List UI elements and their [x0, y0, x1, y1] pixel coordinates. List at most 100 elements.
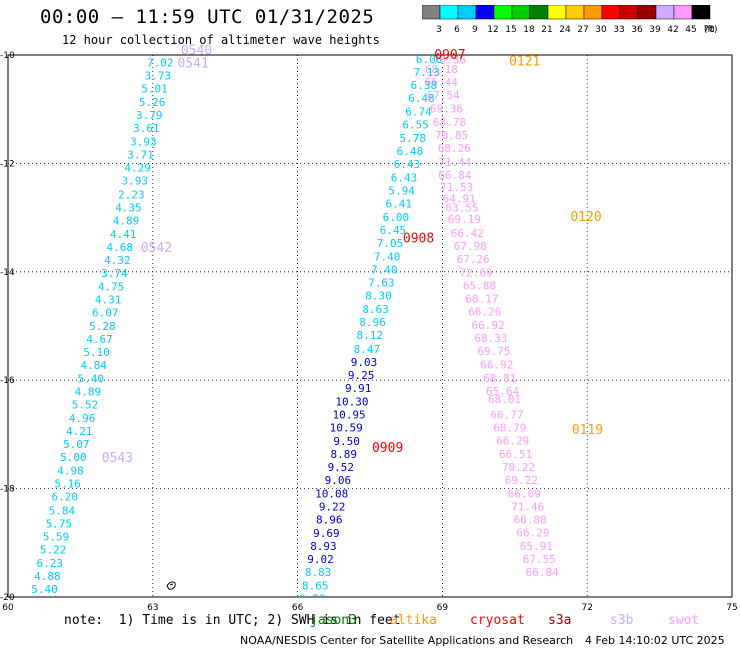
wave-height-value: 5.26 [139, 96, 166, 109]
wave-height-value: 5.84 [49, 504, 76, 517]
colorbar-tick-label: 15 [505, 25, 516, 35]
wave-height-value: 3.95 [151, 44, 178, 57]
wave-height-value: 66.26 [468, 305, 501, 318]
wave-height-value: 6.48 [397, 145, 424, 158]
wave-height-value: 6.23 [37, 557, 64, 570]
wave-height-value: 3.93 [130, 136, 157, 149]
mission-legend-s3b: s3b [610, 613, 634, 628]
x-tick-label: 69 [437, 603, 449, 612]
colorbar-tick-label: 45 [685, 25, 696, 35]
colorbar-unit: (ft) [704, 25, 718, 35]
mission-legend-s3a: s3a [548, 613, 572, 628]
wave-height-value: 5.28 [89, 320, 116, 333]
pass-time-label: 0907 [434, 48, 465, 63]
pass-time-label: 0540 [181, 44, 212, 59]
wave-height-value: 6.38 [411, 79, 438, 92]
wave-height-value: 9.91 [345, 382, 372, 395]
wave-height-value: 8.63 [362, 303, 389, 316]
chart-subtitle: 12 hour collection of altimeter wave hei… [62, 33, 380, 47]
wave-height-value: 70.36 [433, 53, 466, 66]
wave-height-value: 3.71 [127, 149, 154, 162]
pass-time-label: 0121 [509, 54, 540, 69]
wave-height-value: 66.42 [451, 227, 484, 240]
wave-height-value: 7.05 [377, 237, 404, 250]
wave-height-value: 9.69 [313, 527, 340, 540]
colorbar-tick-label: 6 [454, 25, 460, 35]
x-tick-label: 60 [2, 603, 14, 612]
wave-height-value: 66.29 [496, 434, 529, 447]
wave-height-value: 67.54 [427, 89, 460, 102]
wave-height-value: 5.33 [28, 596, 55, 609]
wave-height-value: 65.91 [520, 540, 553, 553]
wave-height-value: 5.94 [388, 185, 415, 198]
wave-height-value: 10.95 [333, 408, 366, 421]
wave-height-value: 5.78 [399, 132, 426, 145]
colorbar-tick-label: 24 [559, 25, 571, 35]
wave-height-value: 3.79 [136, 109, 163, 122]
wave-height-value: 4.21 [66, 425, 93, 438]
wave-height-value: 6.20 [51, 491, 78, 504]
colorbar-swatch [691, 5, 711, 20]
wave-height-value: 68.33 [474, 332, 507, 345]
wave-height-value: 67.55 [523, 553, 556, 566]
wave-height-value: 68.78 [433, 116, 466, 129]
y-tick-label: -20 [0, 593, 15, 603]
wave-height-value: 66.29 [516, 527, 549, 540]
colorbar-tick-label: 39 [649, 25, 661, 35]
pass-time-label: 0909 [372, 441, 403, 456]
x-tick-label: 63 [147, 603, 158, 612]
wave-height-value: 5.52 [72, 399, 99, 412]
wave-height-value: 9.22 [319, 500, 346, 513]
wave-height-value: 5.22 [40, 543, 67, 556]
wave-height-value: 9.06 [325, 474, 352, 487]
plot-frame [7, 54, 733, 598]
wave-height-value: 5.40 [78, 373, 105, 386]
wave-height-value: 4.96 [69, 412, 96, 425]
wave-height-value: 7.63 [368, 277, 395, 290]
wave-height-value: 8.96 [316, 513, 343, 526]
mission-legend-cryosat: cryosat [470, 613, 525, 628]
pass-time-label: 0119 [572, 423, 603, 438]
wave-height-value: 9.52 [328, 461, 355, 474]
wave-height-value: 6.48 [408, 92, 435, 105]
wave-height-value: 3.74 [101, 267, 128, 280]
wave-height-value: 5.10 [83, 346, 110, 359]
pass-time-label: 0542 [141, 241, 172, 256]
wave-height-value: 66.51 [499, 448, 532, 461]
wave-height-value: 66.44 [425, 76, 458, 89]
colorbar-tick-label: 33 [613, 25, 624, 35]
wave-height-value: 66.92 [480, 358, 513, 371]
colorbar-tick-label: 27 [577, 25, 588, 35]
wave-height-value: 5.75 [46, 517, 73, 530]
wave-height-value: 6.74 [405, 105, 432, 118]
colorbar-tick-label: 36 [631, 25, 643, 35]
wave-height-value: 71.44 [438, 156, 471, 169]
y-tick-label: -12 [0, 159, 15, 169]
wave-height-value: 5.01 [141, 83, 168, 96]
wave-height-value: 4.98 [57, 465, 84, 478]
island-outline [166, 581, 176, 590]
color-legend: 3 6 9 12 15 18 21 24 27 30 33 36 39 42 45 70(ft) [422, 5, 718, 35]
wave-height-value: 8.30 [365, 290, 392, 303]
x-tick-label: 75 [726, 603, 737, 612]
wave-height-value: 4.32 [104, 254, 131, 267]
mission-legend-jason3: jason3 [310, 613, 357, 628]
wave-height-value: 5.16 [54, 478, 81, 491]
wave-height-value: 7.40 [374, 251, 401, 264]
wave-height-value: 8.12 [357, 329, 384, 342]
wave-height-value: 69.22 [505, 474, 538, 487]
wave-height-value: 71.46 [511, 500, 544, 513]
footer-note: note: 1) Time is in UTC; 2) SWH is in fe… [64, 613, 401, 628]
colorbar-tick-label: 70 [703, 25, 715, 35]
wave-height-value: 68.79 [493, 421, 526, 434]
wave-height-value: 5.59 [43, 530, 70, 543]
wave-height-value: 8.93 [310, 540, 337, 553]
wave-height-value: 4.41 [110, 228, 137, 241]
credit-text: NOAA/NESDIS Center for Satellite Applica… [240, 634, 574, 647]
wave-height-value: 5.40 [31, 583, 58, 596]
wave-height-value: 3.61 [133, 122, 160, 135]
wave-height-value: 67.26 [457, 253, 490, 266]
mission-legend-altika: altika [390, 613, 437, 628]
pass-time-label: 0543 [102, 451, 133, 466]
wave-height-value: 3.93 [121, 175, 148, 188]
